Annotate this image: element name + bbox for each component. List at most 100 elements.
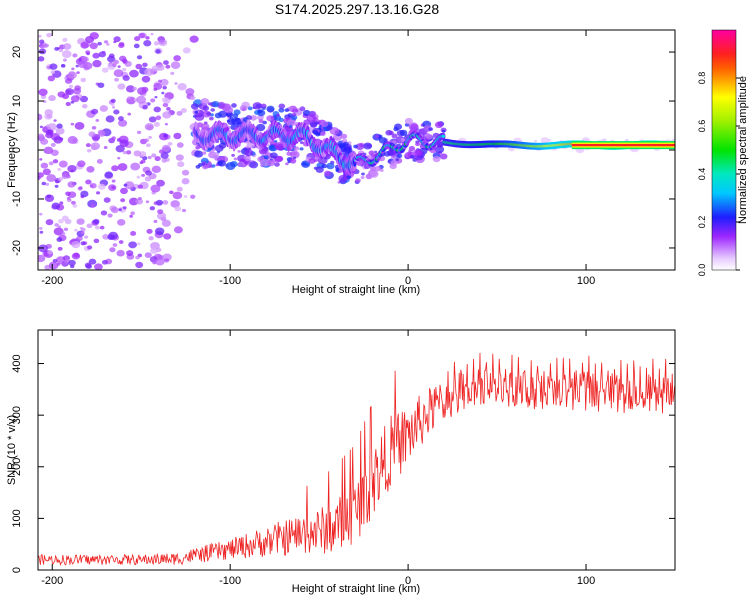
spectrogram-cell [355, 143, 365, 150]
spectrogram-cell [274, 139, 278, 143]
spectrogram-cell [124, 181, 135, 190]
spectrogram-cell [150, 184, 161, 193]
spectrogram-cell [200, 123, 210, 130]
spectrogram-cell [395, 158, 399, 161]
spectrogram-cell [100, 210, 108, 216]
spectrogram-cell [394, 123, 403, 130]
spectrogram-cell [41, 181, 46, 186]
spectrogram-cell [76, 71, 80, 75]
spectrogram-cell [256, 123, 266, 132]
spectrogram-cell [38, 133, 44, 139]
spectrogram-cell [57, 91, 66, 98]
spectrogram-cell [42, 168, 51, 176]
spectrogram-cell [88, 258, 97, 265]
spectrogram-cell [61, 50, 72, 58]
spectrogram-cell [170, 71, 175, 75]
spectrogram-cell [110, 206, 119, 214]
spectrogram-cell [162, 200, 169, 205]
spectrogram-cell [153, 121, 160, 127]
spectrogram-cell [441, 134, 446, 138]
spectrogram-cell [162, 111, 172, 119]
bottom-x-axis: -200 -100 0 100 [41, 330, 595, 587]
spectrogram-cell [133, 150, 142, 157]
spectrogram-cell [177, 82, 187, 91]
spectrogram-cell [174, 82, 178, 85]
spectrogram-cell [201, 151, 207, 155]
spectrogram-cell [57, 225, 62, 229]
spectrogram-cell [304, 162, 309, 167]
spectrogram-cell [136, 175, 141, 179]
spectrogram-cell [72, 53, 78, 58]
spectrogram-cell [210, 113, 214, 117]
spectrogram-cell [138, 32, 146, 39]
spectrogram-cell [286, 151, 292, 156]
spectrogram-cell [48, 95, 56, 102]
spectrogram-cell [320, 120, 329, 128]
spectrogram-cell [80, 227, 86, 232]
spectrogram-cell [145, 36, 150, 40]
spectrogram-cell [136, 95, 147, 104]
spectrogram-cell [98, 130, 106, 137]
spectrogram-cell [71, 200, 76, 205]
spectrogram-cell [48, 161, 54, 166]
spectrogram-cell [92, 218, 100, 225]
spectrogram-cell [343, 146, 353, 154]
spectrogram-cell [218, 156, 225, 162]
spectrogram-cell [40, 45, 45, 49]
spectrogram-cell [112, 243, 118, 247]
spectrogram-cell [84, 262, 92, 268]
spectrogram-cell [135, 198, 144, 205]
spectrogram-cell [214, 144, 224, 152]
spectrogram-cell [176, 110, 183, 116]
spectrogram-cell [335, 169, 340, 172]
spectrogram-cell [571, 143, 675, 147]
spectrogram-cell [408, 123, 419, 132]
spectrogram-cell [148, 116, 157, 123]
spectrogram-cell [181, 178, 190, 185]
spectrogram-cell [415, 142, 421, 147]
spectrogram-cell [369, 165, 376, 171]
spectrogram-cell [45, 219, 54, 226]
spectrogram-cell [409, 155, 415, 159]
spectrogram-cell [123, 183, 128, 187]
spectrogram-cell [99, 105, 109, 112]
spectrogram-cell [38, 56, 45, 62]
spectrogram-cell [61, 173, 69, 179]
spectrogram-cell [76, 235, 83, 241]
spectrogram-cell [90, 203, 96, 208]
spectrogram-cell [395, 136, 406, 144]
bottom-y-axis-title: SNR (10 * v/v) [6, 415, 18, 485]
snr-series-line [38, 352, 675, 567]
spectrogram-cell [211, 101, 220, 108]
spectrogram-cell [49, 63, 58, 70]
spectrogram-cell [224, 106, 234, 114]
x-tick-label: 0 [405, 575, 411, 587]
spectrogram-cell [434, 145, 445, 154]
spectrogram-cell [190, 97, 194, 100]
spectrogram-cell [208, 116, 214, 121]
spectrogram-cell [92, 52, 100, 59]
spectrogram-cell [91, 145, 98, 151]
colorbar: 0.0 0.2 0.4 0.6 0.8 Normalized spectral ampl… [697, 29, 749, 276]
spectrogram-cell [89, 42, 98, 50]
spectrogram-cell [47, 250, 53, 255]
spectrogram-cell [229, 116, 234, 120]
spectrogram-cell [79, 95, 89, 103]
spectrogram-cell [125, 85, 135, 93]
spectrogram-cell [93, 238, 100, 244]
spectrogram-cell [130, 162, 141, 171]
spectrogram-cell [145, 200, 150, 204]
spectrogram-cell [175, 154, 184, 161]
spectrogram-cell [201, 162, 206, 166]
spectrogram-cell [231, 153, 235, 157]
spectrogram-cell [119, 139, 129, 148]
spectrogram-cell [150, 32, 154, 36]
spectrogram-cell [278, 107, 285, 113]
spectrogram-cell [237, 150, 241, 153]
spectrogram-cell [374, 150, 378, 154]
spectrogram-cell [127, 112, 131, 116]
spectrogram-cell [122, 67, 127, 72]
spectrogram-cell [243, 155, 252, 162]
spectrogram-cell [70, 95, 80, 103]
